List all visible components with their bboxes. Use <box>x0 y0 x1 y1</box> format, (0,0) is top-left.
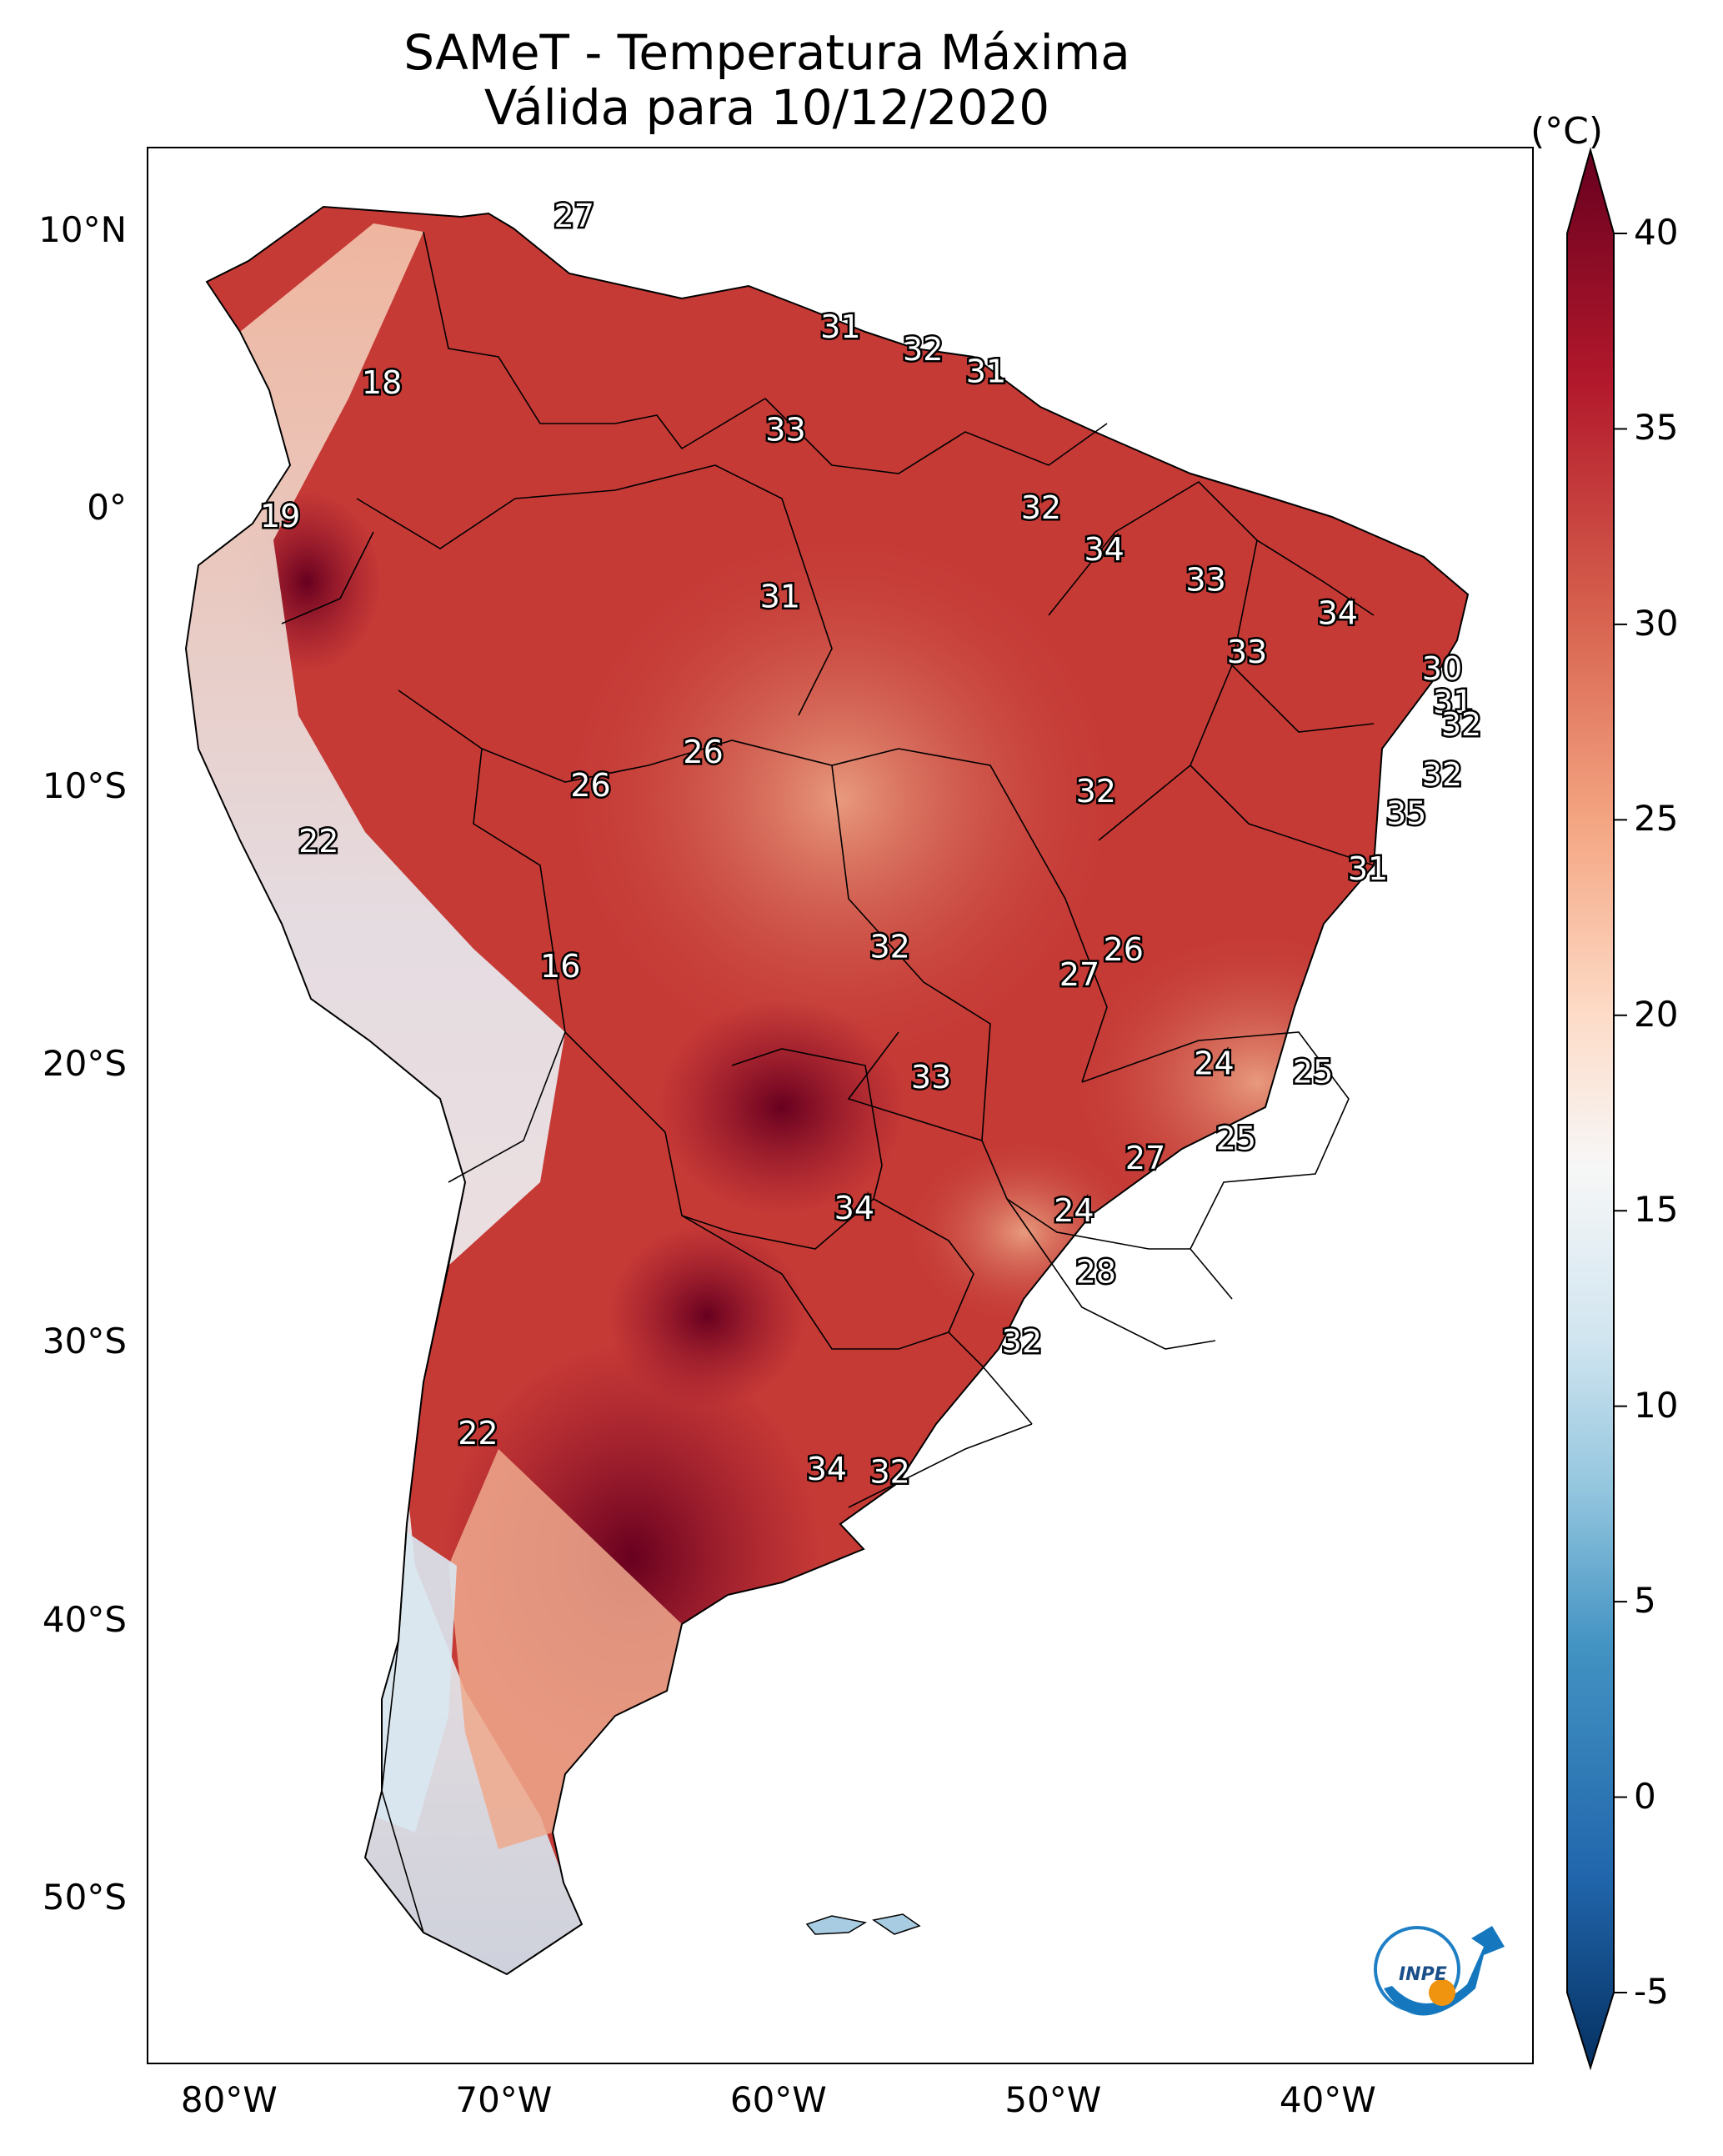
colorbar-tick-label: 5 <box>1634 1580 1656 1622</box>
temperature-label: 34 <box>1084 531 1124 568</box>
temperature-label: 34 <box>834 1190 874 1226</box>
temperature-label: 34 <box>1318 595 1358 632</box>
temperature-label: 32 <box>1076 773 1116 810</box>
map-title: SAMeT - Temperatura Máxima <box>403 24 1130 81</box>
temperature-label: 19 <box>260 498 300 534</box>
temperature-label: 26 <box>570 767 610 804</box>
colorbar-tick-label: 20 <box>1634 993 1679 1035</box>
temperature-label: 22 <box>298 823 338 860</box>
latitude-tick-label: 40°S <box>42 1598 127 1640</box>
colorbar-tick-label: 30 <box>1634 602 1679 644</box>
temperature-label: 34 <box>807 1451 847 1487</box>
longitude-tick-label: 40°W <box>1279 2079 1376 2120</box>
temperature-label: 35 <box>1386 795 1426 832</box>
temperature-label: 31 <box>760 579 800 615</box>
inpe-logo: INPE <box>1374 1926 1505 2016</box>
temperature-label: 33 <box>765 412 805 449</box>
temperature-label: 27 <box>554 198 594 234</box>
temperature-label: 24 <box>1054 1192 1094 1229</box>
temperature-label: 25 <box>1293 1054 1333 1091</box>
temperature-label: 33 <box>911 1059 951 1096</box>
temperature-label: 18 <box>362 364 402 401</box>
colorbar-tick-label: 40 <box>1634 212 1679 253</box>
latitude-tick-label: 10°N <box>38 209 127 250</box>
temperature-label: 33 <box>1185 562 1225 599</box>
temperature-label: 30 <box>1422 650 1462 687</box>
temperature-label: 24 <box>1194 1045 1234 1082</box>
temperature-label: 31 <box>820 308 860 345</box>
colorbar-tick-label: 25 <box>1634 798 1679 840</box>
latitude-tick-label: 50°S <box>42 1877 127 1918</box>
temperature-label: 26 <box>683 734 723 770</box>
temperature-label: 27 <box>1125 1140 1165 1176</box>
latitude-tick-label: 30°S <box>42 1321 127 1362</box>
temperature-label: 26 <box>1104 931 1144 968</box>
longitude-tick-label: 70°W <box>455 2079 553 2120</box>
temperature-label: 28 <box>1076 1254 1116 1291</box>
longitude-tick-label: 80°W <box>180 2079 278 2120</box>
inpe-logo-text: INPE <box>1399 1964 1447 1985</box>
latitude-tick-label: 0° <box>87 487 127 529</box>
map-panel[interactable]: 27 18 31 32 31 33 19 32 34 33 31 34 33 30 31 32 26 26 32 32… <box>147 147 1534 2064</box>
colorbar-tick-label: 10 <box>1634 1384 1679 1426</box>
temperature-label: 31 <box>1348 850 1388 887</box>
temperature-label: 32 <box>869 929 909 965</box>
temperature-label: 25 <box>1216 1121 1256 1157</box>
colorbar-tick-label: -5 <box>1634 1971 1669 2012</box>
political-borders <box>281 231 1375 1933</box>
latitude-tick-label: 10°S <box>42 765 127 806</box>
temperature-label: 32 <box>869 1454 909 1491</box>
temperature-label: 33 <box>1227 634 1267 670</box>
colorbar-tick-label: 0 <box>1634 1775 1656 1817</box>
temperature-label: 27 <box>1059 956 1099 993</box>
colorbar-tick-label: 35 <box>1634 407 1679 449</box>
colorbar-unit: (°C) <box>1530 110 1604 153</box>
temperature-label: 16 <box>540 948 580 985</box>
temperature-label: 31 <box>966 353 1006 390</box>
colorbar-tick-label: 15 <box>1634 1189 1679 1231</box>
map-subtitle: Válida para 10/12/2020 <box>483 79 1050 136</box>
temperature-label: 32 <box>1021 489 1061 526</box>
longitude-tick-label: 60°W <box>729 2079 827 2120</box>
temperature-label: 22 <box>458 1415 498 1452</box>
colorbar <box>1566 147 1627 2071</box>
temperature-label: 32 <box>1422 756 1462 793</box>
longitude-tick-label: 50°W <box>1004 2079 1102 2120</box>
temperature-label: 32 <box>1441 706 1481 743</box>
temperature-label: 31 <box>1433 684 1473 720</box>
temperature-label: 32 <box>1002 1323 1042 1360</box>
temperature-label: 32 <box>903 331 943 368</box>
latitude-tick-label: 20°S <box>42 1043 127 1084</box>
